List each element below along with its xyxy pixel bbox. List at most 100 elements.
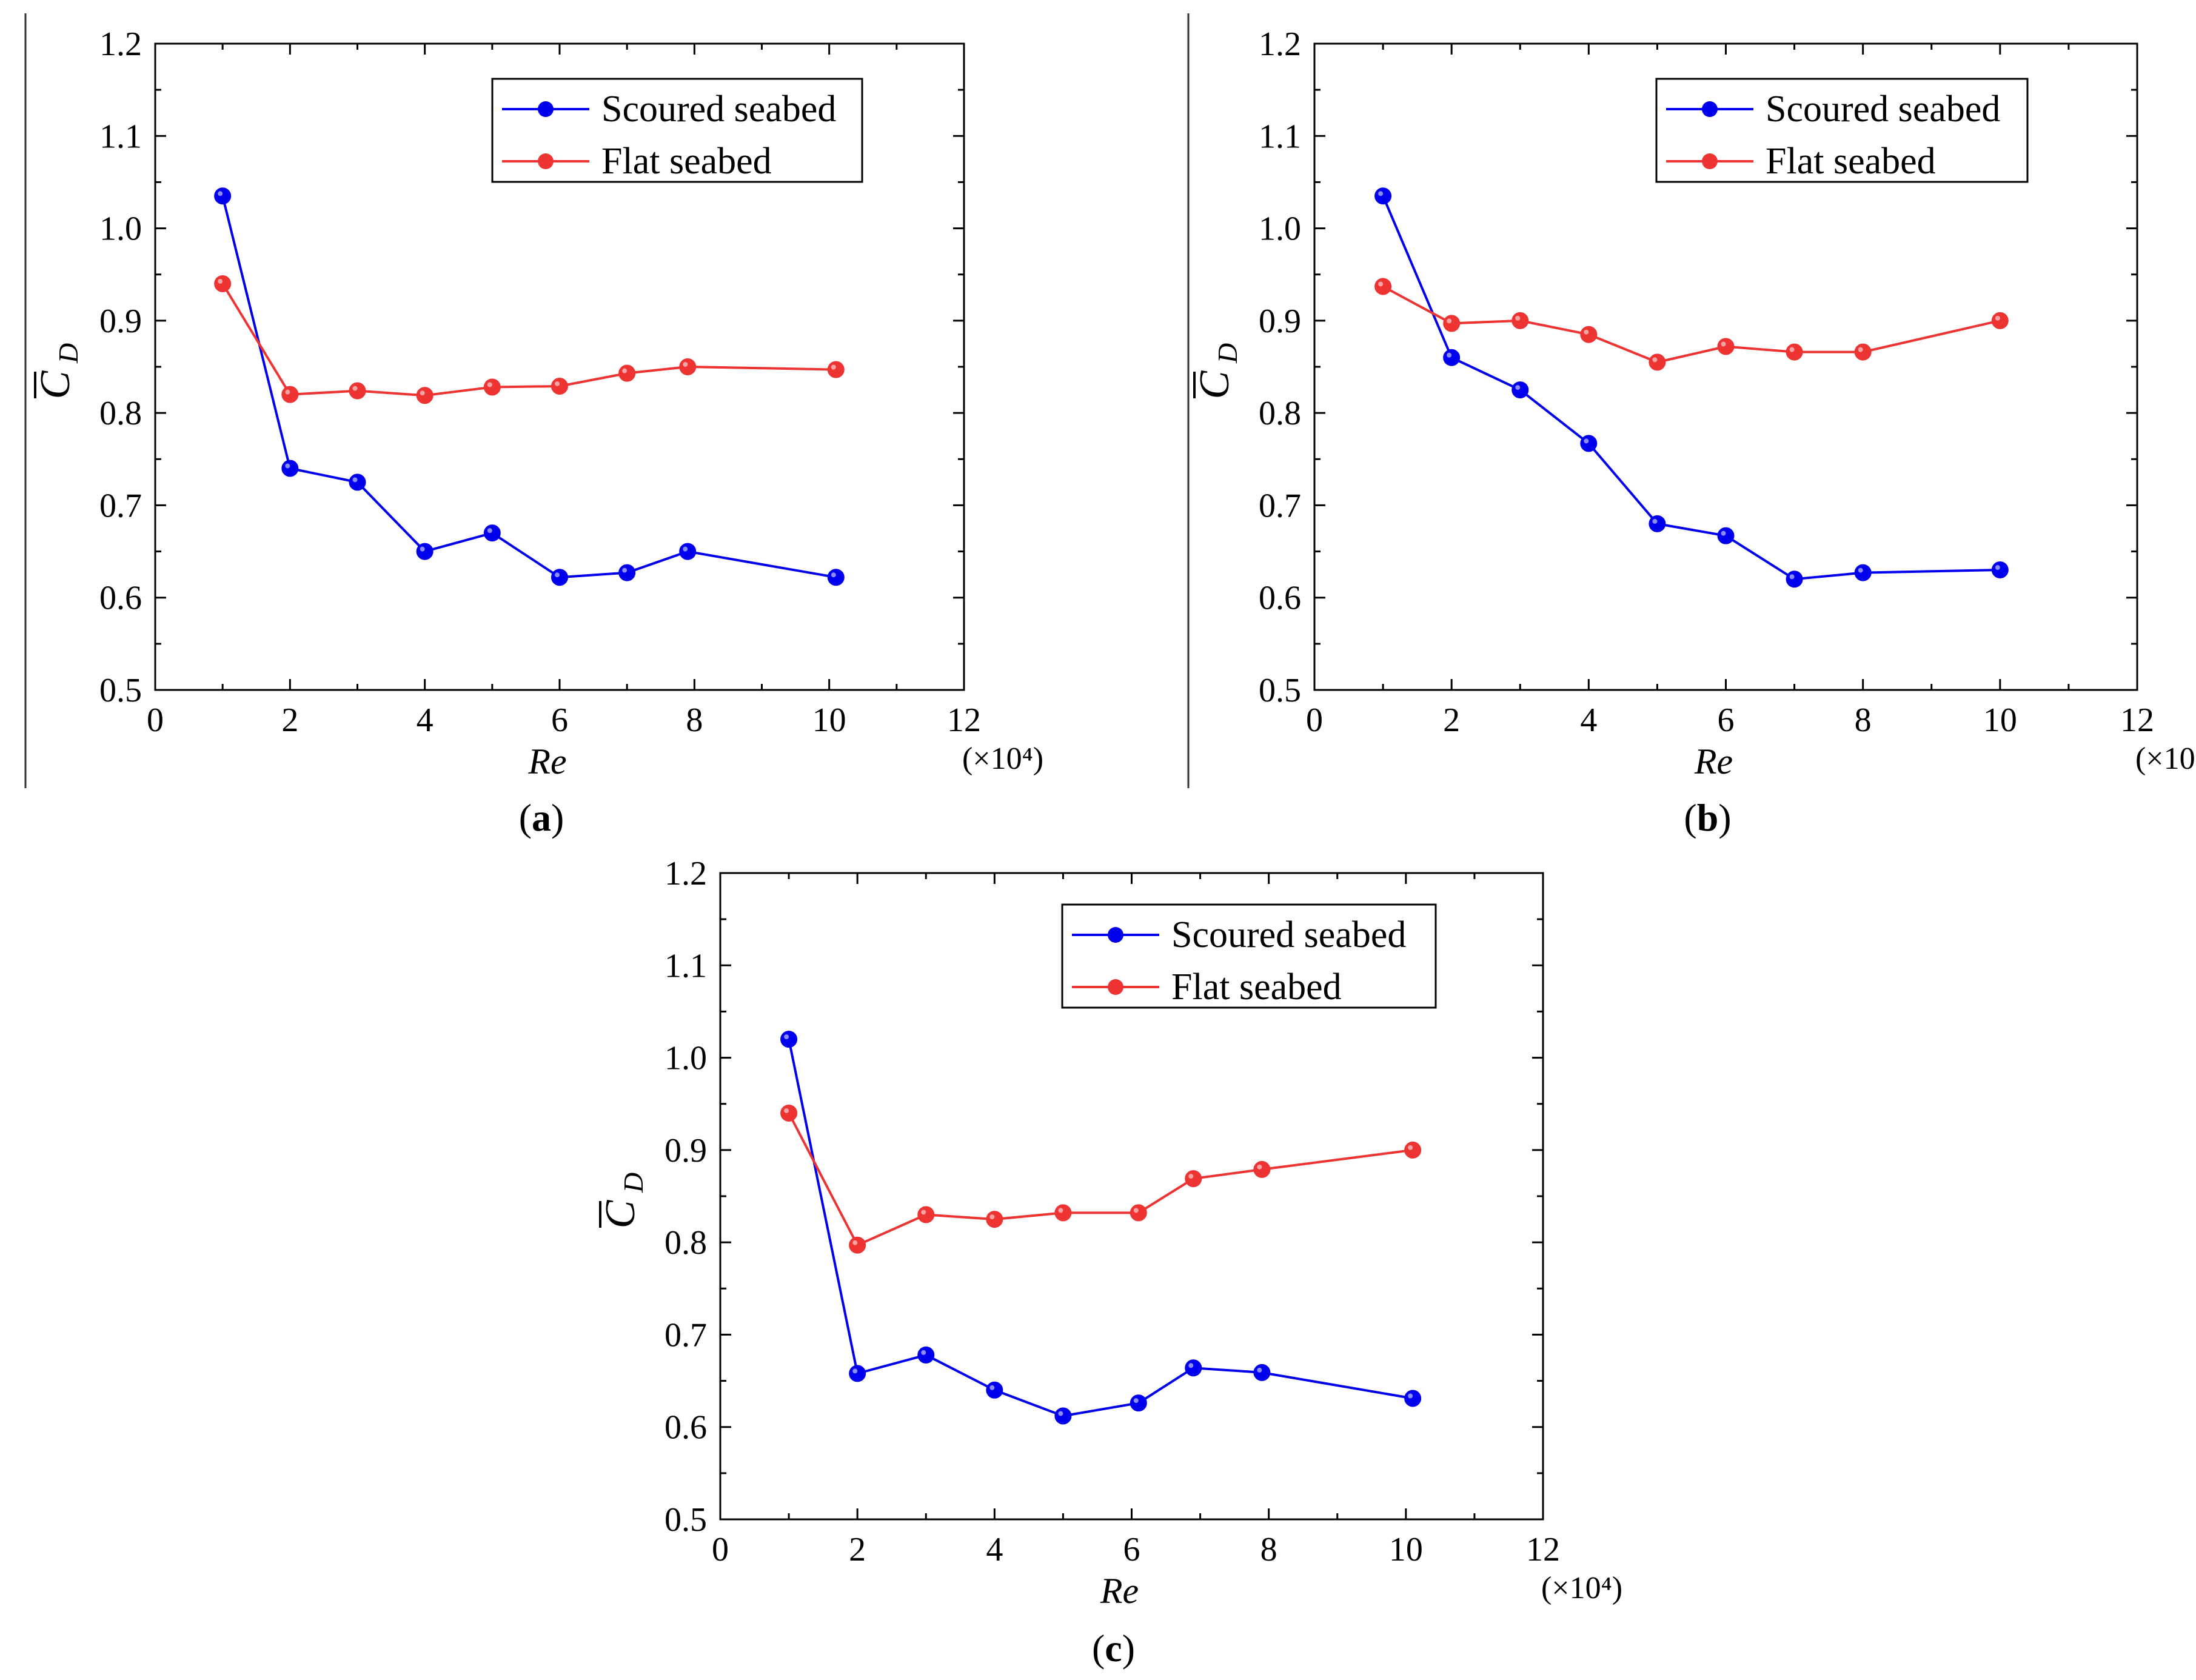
legend-label: Scoured seabed	[601, 89, 836, 130]
data-point	[618, 364, 636, 382]
y-tick-label: 0.8	[664, 1224, 707, 1262]
legend-label: Scoured seabed	[1171, 914, 1406, 955]
data-point-highlight	[1652, 357, 1658, 363]
series-line	[788, 1113, 1413, 1247]
panel-label-close: )	[1122, 1627, 1135, 1670]
data-point	[1649, 515, 1666, 532]
y-tick-label: 1.1	[664, 947, 707, 985]
data-point	[618, 564, 636, 581]
data-point	[917, 1346, 935, 1364]
y-tick-label: 0.9	[1259, 303, 1301, 340]
legend: Scoured seabed Flat seabed	[1061, 903, 1437, 1009]
y-tick-label: 0.6	[99, 580, 142, 617]
x-tick-label: 8	[1260, 1531, 1277, 1568]
legend-box	[1061, 903, 1437, 1009]
data-point-highlight	[218, 278, 223, 284]
series-scoured-seabed	[780, 1031, 1422, 1425]
x-tick-label: 10	[1983, 701, 2017, 739]
y-tick-label: 1.1	[1259, 118, 1301, 155]
x-tick-label: 0	[1306, 701, 1323, 739]
x-tick-label: 6	[1123, 1531, 1140, 1568]
x-axis-title: Re	[1100, 1571, 1139, 1611]
legend-box	[1655, 78, 2029, 183]
x-tick-label: 12	[947, 701, 981, 739]
data-point-highlight	[1058, 1208, 1063, 1213]
series-flat-seabed	[1374, 278, 2009, 371]
x-tick-label: 2	[849, 1531, 866, 1568]
y-tick-label: 0.7	[664, 1316, 707, 1354]
data-point-highlight	[622, 368, 628, 373]
legend-swatch-marker	[1108, 979, 1123, 995]
panel-label: (c)	[1092, 1627, 1135, 1670]
data-point	[1991, 312, 2009, 329]
data-point	[349, 474, 366, 491]
data-point-highlight	[1058, 1411, 1063, 1416]
legend-label: Flat seabed	[1766, 141, 1936, 182]
data-point	[1580, 435, 1598, 452]
data-point	[1991, 561, 2009, 579]
data-point-highlight	[1721, 341, 1726, 347]
panel-label-close: )	[551, 796, 564, 839]
x-tick-label: 4	[417, 701, 434, 739]
data-point-highlight	[1447, 352, 1452, 358]
y-tick-label: 0.9	[664, 1132, 707, 1170]
x-multiplier-label: (×10⁴)	[962, 741, 1043, 776]
data-point-highlight	[1995, 565, 2000, 571]
panel-label-close: )	[1718, 796, 1731, 839]
y-axis-title: CD	[32, 343, 84, 400]
data-point	[1374, 187, 1392, 205]
data-point	[1649, 353, 1666, 371]
data-point-highlight	[1515, 385, 1521, 390]
data-point	[1130, 1204, 1147, 1222]
panel-label-letter: b	[1697, 796, 1719, 839]
data-point-highlight	[1584, 329, 1589, 335]
data-point-highlight	[555, 572, 560, 578]
data-point-highlight	[285, 463, 290, 469]
panel-label: (a)	[519, 796, 564, 839]
panel-label-open: (	[519, 796, 532, 839]
legend-swatch-marker	[1108, 927, 1123, 943]
chart-panel-b: 0 2 4 6 8 10 12 0.5 0.6 0.7 0.8 0.9 1.0 1.1 1.2 Re (×10⁴…	[1191, 25, 2196, 839]
data-point	[1786, 343, 1803, 361]
x-tick-label: 10	[812, 701, 846, 739]
data-point-highlight	[1188, 1363, 1194, 1368]
data-point	[1717, 527, 1735, 544]
data-point	[986, 1381, 1003, 1399]
data-point	[1404, 1390, 1422, 1407]
data-point	[827, 569, 845, 586]
data-point	[551, 569, 568, 586]
series-line	[1382, 285, 2001, 364]
y-axis-title-subscript: D	[53, 343, 84, 364]
data-point-highlight	[555, 381, 560, 386]
data-point-highlight	[1257, 1367, 1262, 1373]
data-point	[679, 358, 697, 375]
data-point-highlight	[831, 364, 836, 370]
x-axis-title: Re	[527, 741, 566, 781]
data-point	[1374, 278, 1392, 295]
data-point	[849, 1236, 866, 1254]
data-point	[986, 1211, 1003, 1228]
data-point	[1511, 312, 1529, 329]
x-tick-label: 0	[147, 701, 164, 739]
panel-label-letter: c	[1105, 1627, 1122, 1670]
y-tick-label: 0.5	[99, 672, 142, 709]
data-point-highlight	[683, 362, 688, 367]
data-point-highlight	[1515, 315, 1521, 321]
data-point	[281, 460, 299, 477]
data-point	[416, 387, 434, 404]
data-point-highlight	[1378, 281, 1384, 287]
data-point-highlight	[1789, 574, 1795, 580]
x-tick-label: 0	[712, 1531, 729, 1568]
panel-label-open: (	[1092, 1627, 1105, 1670]
series-line	[788, 1039, 1413, 1417]
chart-panel-a: 0 2 4 6 8 10 12 0.5 0.6 0.7 0.8 0.9 1.0 1.1 1.2 Re (×10⁴…	[32, 25, 1043, 839]
x-multiplier-label: (×10⁴)	[1541, 1571, 1622, 1605]
x-tick-label: 2	[281, 701, 298, 739]
x-tick-label: 4	[1580, 701, 1597, 739]
data-point-highlight	[487, 528, 492, 534]
data-point	[551, 377, 568, 395]
data-point	[1185, 1170, 1202, 1188]
data-point	[1054, 1407, 1072, 1425]
series-line	[1382, 195, 2000, 581]
